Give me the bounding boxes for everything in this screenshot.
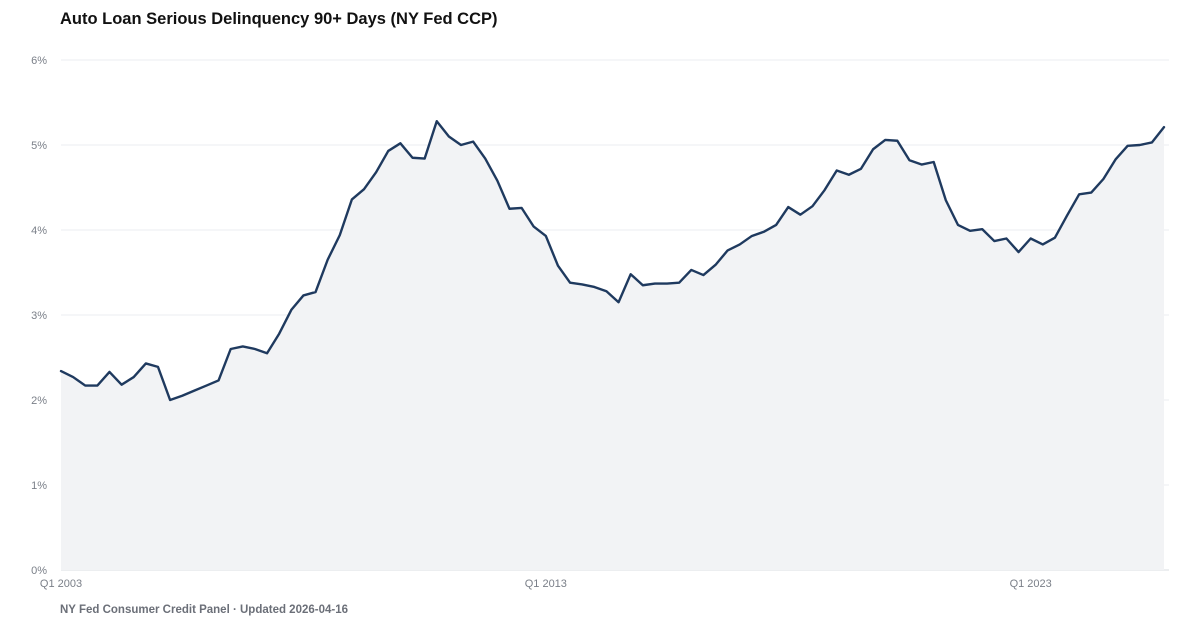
series-line [59,120,1166,402]
y-tick-label: 1% [31,480,47,492]
x-axis-tick-labels: Q1 2003 Q1 2013 Q1 2023 [40,578,1052,590]
source-footer: NY Fed Consumer Credit Panel · Updated 2… [60,604,349,616]
y-tick-label: 3% [31,310,47,322]
x-tick-label: Q1 2023 [1010,578,1052,590]
y-tick-label: 5% [31,140,47,152]
x-tick-label: Q1 2003 [40,578,82,590]
y-tick-label: 6% [31,55,47,67]
y-axis-tick-labels: 0% 1% 2% 3% 4% 5% 6% [31,55,47,577]
y-tick-label: 0% [31,565,47,577]
series-area-fill [61,121,1164,570]
y-tick-label: 2% [31,395,47,407]
x-tick-label: Q1 2013 [525,578,567,590]
chart-title: Auto Loan Serious Delinquency 90+ Days (… [60,10,498,28]
y-tick-label: 4% [31,225,47,237]
